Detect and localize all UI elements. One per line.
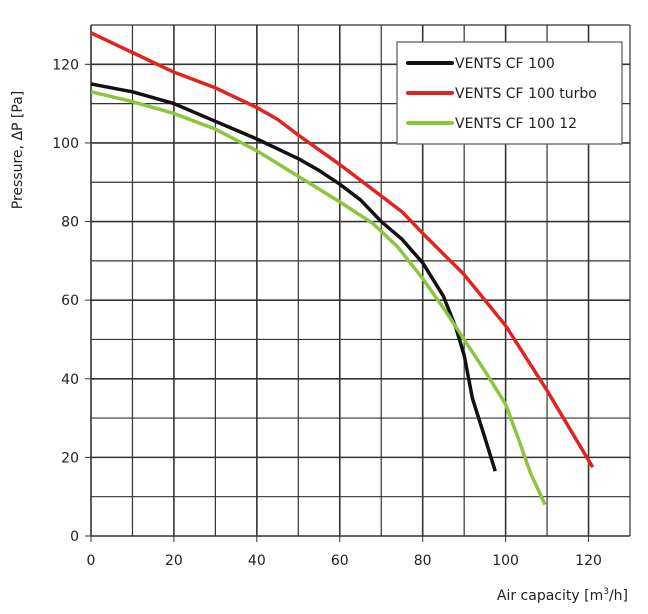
- legend: VENTS CF 100 VENTS CF 100 turbo VENTS CF 1…: [396, 41, 623, 145]
- y-tick-label: 100: [52, 136, 79, 152]
- x-axis-ticks: 0 20 40 60 80 100 120: [87, 536, 602, 569]
- series-lines: [90, 31, 595, 506]
- x-tick-label: 0: [87, 553, 96, 569]
- x-axis-label: Air capacity [m3/h]: [497, 587, 628, 604]
- y-axis-label: Pressure, ΔP [Pa]: [10, 91, 26, 209]
- x-tick-label: 60: [331, 553, 349, 569]
- y-tick-label: 60: [61, 293, 79, 309]
- series-line-3: [90, 90, 547, 506]
- y-tick-label: 20: [61, 450, 79, 466]
- y-tick-label: 0: [70, 529, 79, 545]
- legend-label: VENTS CF 100: [455, 56, 555, 72]
- y-tick-label: 120: [52, 57, 79, 73]
- y-tick-label: 80: [61, 215, 79, 231]
- series-line-2: [90, 31, 595, 469]
- x-tick-label: 20: [165, 553, 183, 569]
- x-tick-label: 120: [575, 553, 602, 569]
- series-line-1: [90, 82, 497, 472]
- y-axis-ticks: 0 20 40 60 80 100 120: [52, 57, 91, 545]
- legend-label: VENTS CF 100 12: [455, 116, 577, 132]
- x-tick-label: 40: [248, 553, 266, 569]
- x-tick-label: 80: [414, 553, 432, 569]
- x-tick-label: 100: [492, 553, 519, 569]
- legend-label: VENTS CF 100 turbo: [455, 86, 597, 102]
- y-tick-label: 40: [61, 372, 79, 388]
